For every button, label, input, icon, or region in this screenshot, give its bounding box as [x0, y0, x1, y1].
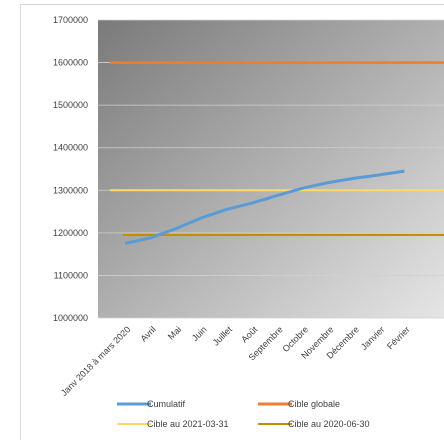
y-tick-label: 1700000 — [53, 15, 88, 25]
legend-label: Cumulatif — [147, 399, 186, 409]
y-tick-label: 1100000 — [54, 270, 88, 280]
plot-area — [98, 20, 444, 318]
y-tick-label: 1500000 — [53, 100, 88, 110]
legend-label: Cible au 2021-03-31 — [147, 419, 229, 429]
legend-label: Cible au 2020-06-30 — [288, 419, 370, 429]
legend-label: Cible globale — [288, 399, 340, 409]
y-tick-label: 1000000 — [53, 313, 88, 323]
y-tick-label: 1300000 — [53, 185, 88, 195]
y-tick-label: 1200000 — [53, 228, 88, 238]
y-tick-label: 1600000 — [53, 58, 88, 68]
y-tick-label: 1400000 — [53, 143, 88, 153]
